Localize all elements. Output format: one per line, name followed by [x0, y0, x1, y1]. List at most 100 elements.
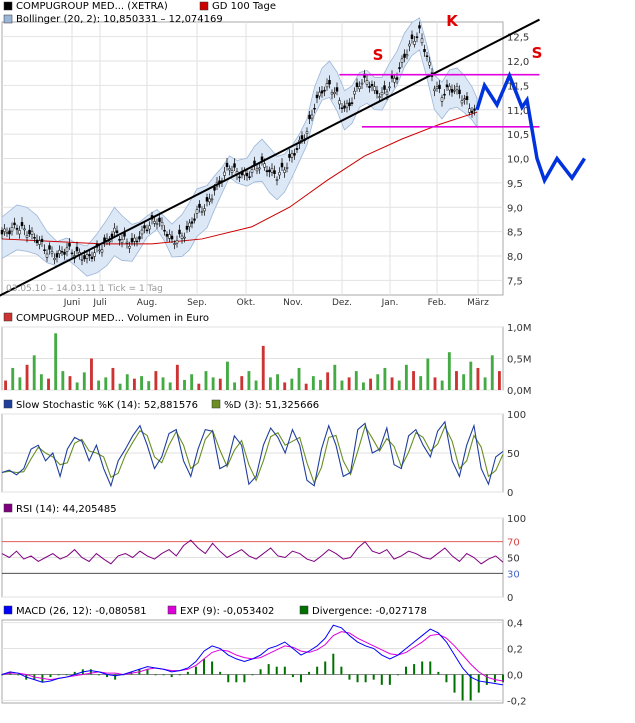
candle-body — [93, 252, 96, 257]
candle-body — [3, 228, 6, 232]
candle-body — [165, 233, 169, 237]
macd-divergence-bar — [49, 674, 52, 678]
price-panel: 7,5 8,0 8,5 9,0 9,5 10,0 10,5 11,0 11,5 12,0 12,5 J… — [0, 1, 586, 308]
macd-divergence-bar — [178, 674, 181, 676]
legend-swatch — [3, 399, 13, 409]
macd-divergence-bar — [348, 674, 351, 680]
legend-swatch — [3, 605, 13, 615]
candle-body — [415, 36, 419, 38]
volume-bar — [483, 377, 487, 390]
volume-bar — [433, 377, 437, 390]
macd-divergence-bar — [73, 671, 76, 675]
rsi-legend-label: RSI (14): 44,205485 — [16, 504, 117, 515]
candle-body — [300, 135, 304, 140]
candle-body — [340, 107, 344, 110]
volume-bar — [118, 383, 122, 390]
volume-bar — [233, 382, 237, 390]
price-x-tick-label: März — [467, 298, 489, 308]
candle-body — [210, 198, 214, 201]
candle-body — [228, 168, 231, 171]
candle-body — [328, 80, 331, 85]
macd-divergence-bar — [243, 674, 246, 683]
macd-divergence-bar — [437, 671, 440, 675]
rsi-line — [1, 539, 504, 565]
candle-body — [295, 148, 299, 150]
trendline-support — [0, 18, 540, 297]
candle-body — [360, 82, 364, 85]
macd-y-tick-label: -0,2 — [507, 696, 527, 707]
candle-body — [273, 170, 276, 174]
candle-body — [268, 169, 271, 173]
macd-divergence-bar — [324, 661, 327, 675]
candle-body — [30, 231, 34, 235]
candle-body — [385, 91, 389, 95]
macd-divergence-bar — [65, 674, 68, 676]
macd-divergence-bar — [154, 674, 157, 676]
volume-bar — [297, 367, 301, 390]
volume-bar — [304, 383, 308, 390]
candle-body — [310, 114, 314, 119]
candle-body — [188, 222, 191, 227]
volume-bar — [82, 372, 86, 390]
candle-body — [18, 230, 21, 235]
candle-body — [170, 235, 174, 240]
volume-bar — [362, 382, 365, 390]
candle-body — [125, 241, 129, 244]
rsi-y-tick-label: 100 — [507, 514, 526, 525]
legend-label: Bollinger (20, 2): 10,850331 – 12,074169 — [16, 14, 223, 25]
macd-divergence-bar — [493, 674, 496, 683]
candle-body — [88, 254, 91, 257]
macd-divergence-bar — [364, 674, 367, 683]
candle-body — [395, 77, 399, 80]
macd-divergence-bar — [203, 658, 206, 675]
candle-body — [388, 86, 391, 89]
candle-body — [263, 163, 266, 168]
candle-body — [138, 236, 141, 240]
candle-body — [183, 236, 186, 239]
candle-body — [143, 225, 146, 229]
price-x-tick-label: Juni — [63, 298, 81, 308]
volume-bar — [104, 377, 108, 390]
candle-body — [13, 222, 16, 226]
macd-divergence-bar — [380, 674, 383, 685]
candle-body — [283, 169, 286, 173]
candle-body — [435, 86, 439, 89]
candle-body — [470, 110, 474, 113]
macd-divergence-bar — [502, 674, 504, 683]
candle-body — [318, 91, 321, 97]
macd-divergence-bar — [388, 674, 391, 685]
macd-divergence-bar — [316, 666, 319, 675]
rsi-panel: 0 30 50 70 100 RSI (14): 44,205485 — [1, 503, 526, 604]
candles — [0, 21, 476, 266]
macd-divergence-bar — [477, 674, 480, 693]
rsi-y-tick-label: 70 — [507, 538, 520, 549]
volume-bar — [447, 352, 451, 390]
legend-swatch — [3, 14, 13, 24]
price-x-tick-label: Juli — [92, 298, 106, 308]
candle-body — [168, 234, 171, 239]
volume-bar — [490, 355, 494, 390]
candle-body — [80, 259, 84, 261]
volume-legend-label: COMPUGROUP MED... Volumen in Euro — [16, 313, 209, 324]
volume-bar — [497, 371, 501, 390]
macd-divergence-bar — [429, 661, 432, 675]
volume-bar — [11, 367, 15, 390]
macd-line — [1, 624, 504, 686]
macd-divergence-bar — [356, 674, 359, 683]
macd-divergence-bar — [332, 653, 335, 675]
macd-panel: -0,2 0,0 0,2 0,4 MACD (26, 12): -0,080581 EXP… — [1, 605, 527, 707]
candle-body — [68, 243, 71, 247]
candle-body — [208, 198, 211, 203]
candle-body — [383, 85, 386, 90]
candle-body — [225, 162, 229, 167]
stoch-y-tick-label: 100 — [507, 410, 526, 421]
macd-divergence-bar — [445, 674, 448, 683]
candle-body — [198, 203, 201, 208]
stoch-y-tick-label: 50 — [507, 449, 520, 460]
legend-swatch — [3, 1, 13, 11]
volume-bar — [147, 381, 151, 390]
candle-body — [15, 227, 19, 230]
volume-bar — [132, 378, 136, 390]
rsi-y-tick-label: 0 — [507, 593, 513, 604]
volume-bar — [455, 371, 458, 390]
